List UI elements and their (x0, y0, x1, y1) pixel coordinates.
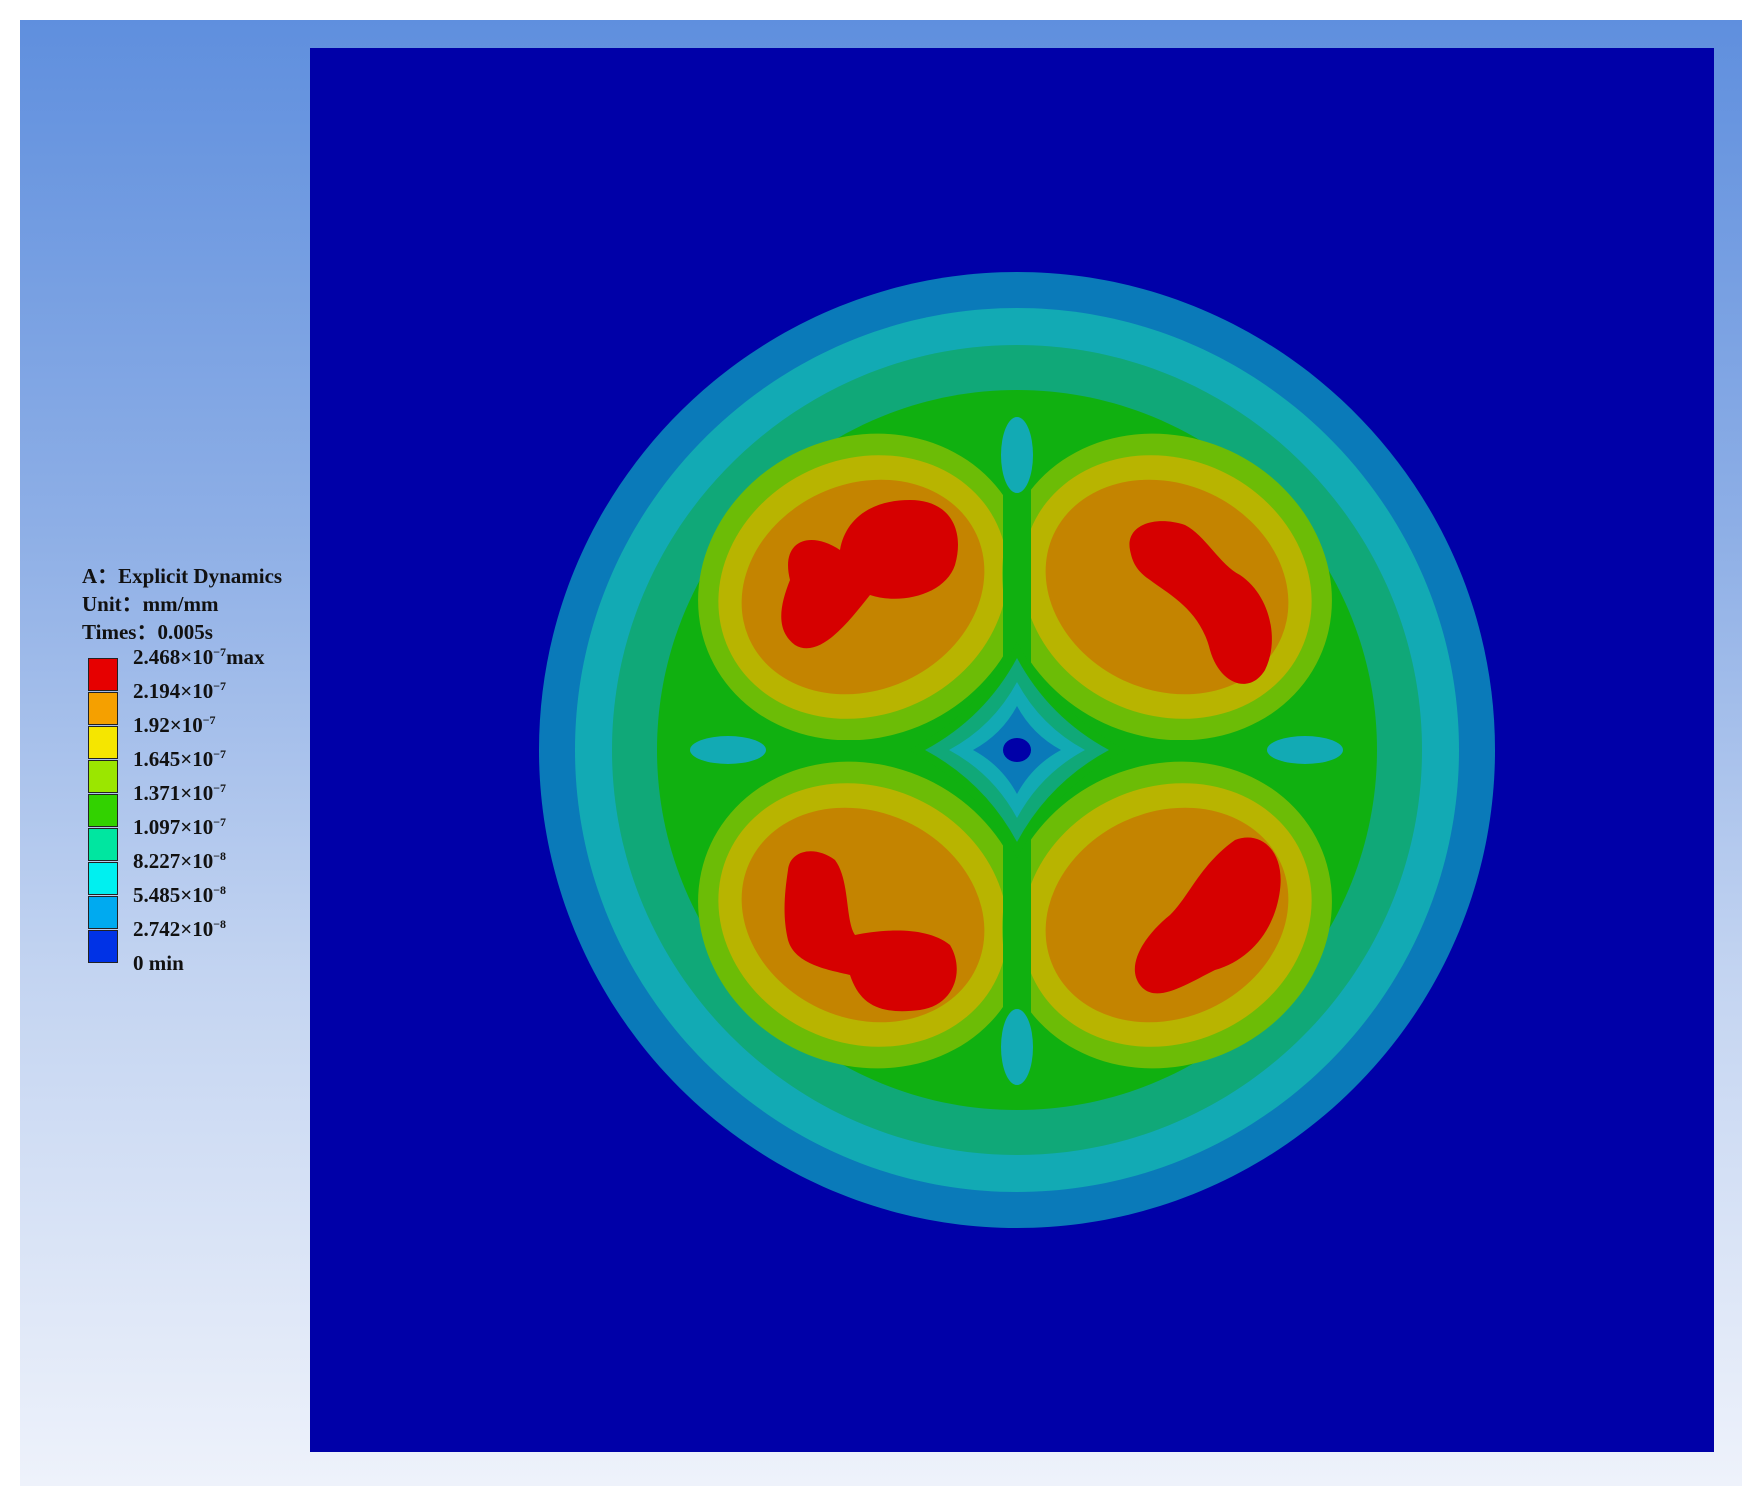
axis-spot-right (1267, 736, 1343, 764)
legend-unit: Unit：mm/mm (82, 592, 219, 616)
legend-level-7: 5.485×10−8 (133, 883, 227, 907)
strain-contour-field (539, 272, 1495, 1228)
axis-spot-bottom (1001, 1009, 1033, 1085)
legend-level-4: 1.371×10−7 (133, 781, 227, 805)
peak-zone-upper-left (781, 500, 958, 649)
legend-analysis-title: A：Explicit Dynamics (82, 564, 283, 588)
center-core (1003, 738, 1031, 762)
legend-swatch-green (88, 794, 118, 827)
legend-swatch-teal (88, 828, 118, 861)
legend-level-2: 1.92×10−7 (133, 713, 216, 737)
axis-spot-left (690, 736, 766, 764)
legend-time: Times：0.005s (82, 620, 213, 644)
legend-level-6: 8.227×10−8 (133, 849, 227, 873)
result-viewport[interactable]: A：Explicit Dynamics Unit：mm/mm Times：0.0… (20, 20, 1742, 1486)
legend-swatch-light-blue (88, 896, 118, 929)
legend-swatch-yellow-green (88, 760, 118, 793)
peak-zone-lower-left (784, 851, 957, 1012)
legend-level-0: 2.468×10−7max (133, 645, 265, 669)
legend-level-8: 2.742×10−8 (133, 917, 227, 941)
legend-level-5: 1.097×10−7 (133, 815, 227, 839)
legend-swatch-blue (88, 930, 118, 963)
legend-swatch-cyan (88, 862, 118, 895)
contour-plot[interactable] (20, 20, 1742, 1486)
axis-spot-top (1001, 417, 1033, 493)
legend-level-3: 1.645×10−7 (133, 747, 227, 771)
legend-swatch-yellow (88, 726, 118, 759)
peak-zone-upper-right (1129, 521, 1272, 684)
legend-level-9: 0 min (133, 951, 184, 975)
legend-swatch-orange (88, 692, 118, 725)
peak-zone-lower-right (1134, 837, 1281, 994)
legend-level-1: 2.194×10−7 (133, 679, 227, 703)
legend-swatch-red (88, 658, 118, 691)
